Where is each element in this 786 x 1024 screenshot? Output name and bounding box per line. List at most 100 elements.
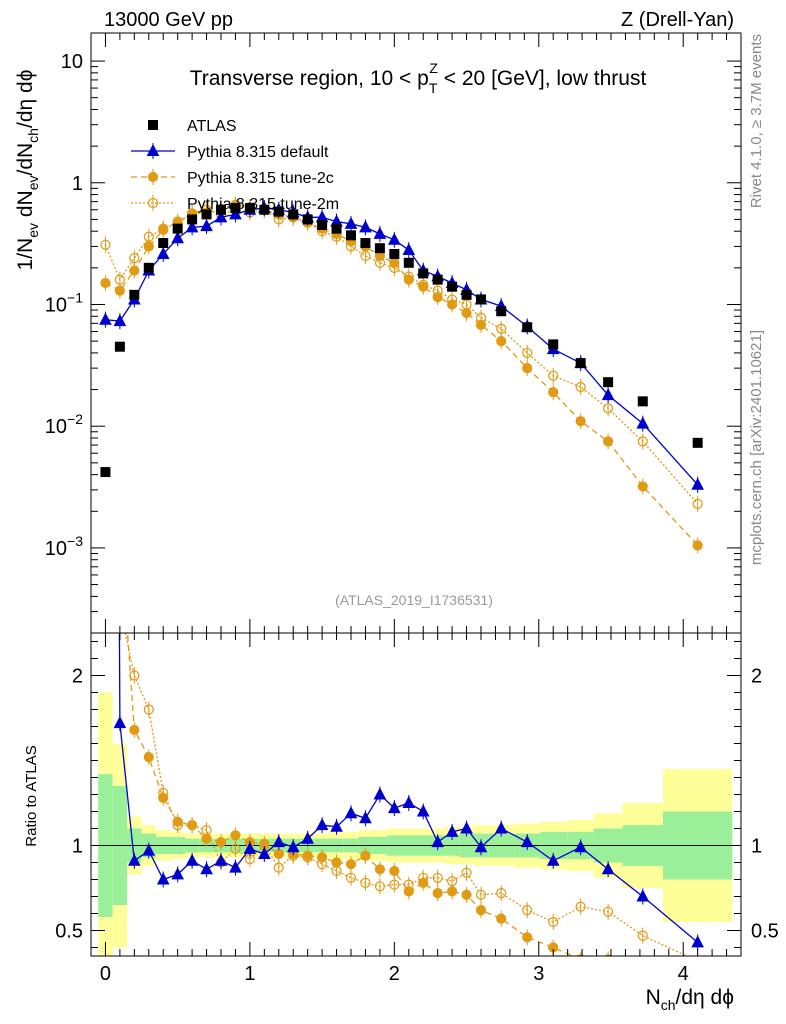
legend-entry-tune2c: Pythia 8.315 tune-2c bbox=[131, 169, 334, 187]
ratio-point-tune2c bbox=[461, 889, 472, 900]
main-point-atlas bbox=[114, 341, 125, 352]
main-series-tune2m bbox=[100, 201, 703, 512]
ratio-line-tune2m bbox=[124, 633, 689, 956]
legend-marker-default bbox=[146, 143, 160, 156]
main-point-default bbox=[99, 312, 112, 325]
main-line-tune2c bbox=[105, 204, 699, 546]
main-point-tune2m bbox=[496, 323, 507, 335]
main-point-tune2c bbox=[129, 265, 140, 276]
ratio-point-default bbox=[344, 806, 358, 819]
main-point-default bbox=[214, 210, 228, 223]
main-point-tune2m bbox=[575, 381, 586, 393]
ratio-point-tune2c bbox=[432, 887, 443, 899]
ratio-point-default bbox=[185, 853, 199, 866]
ratio-point-default bbox=[546, 853, 560, 866]
ratio-point-tune2c bbox=[172, 816, 183, 827]
main-point-atlas bbox=[331, 223, 342, 234]
ratio-point-tune2m bbox=[374, 881, 385, 892]
ratio-point-tune2c bbox=[389, 865, 400, 877]
main-point-tune2c bbox=[389, 257, 400, 268]
ratio-point-tune2c bbox=[403, 886, 414, 897]
ratio-point-default bbox=[402, 795, 416, 808]
ratio-point-default bbox=[171, 867, 184, 880]
mcplots-label: mcplots.cern.ch [arXiv:2401.10621] bbox=[748, 330, 765, 565]
ratio-line-default bbox=[118, 633, 699, 943]
main-point-atlas bbox=[461, 289, 472, 300]
ratio-point-tune2m bbox=[548, 916, 559, 928]
main-point-tune2c bbox=[637, 481, 648, 492]
ratio-panel: 0.5 0.5 1 1 2 2 0 1 2 3 4 bbox=[55, 603, 779, 985]
main-point-tune2c bbox=[403, 274, 414, 285]
main-point-atlas bbox=[187, 214, 198, 225]
x-tick-label: 4 bbox=[678, 963, 689, 985]
main-point-atlas bbox=[346, 230, 356, 241]
main-point-atlas bbox=[496, 306, 507, 317]
ratio-point-tune2m bbox=[693, 957, 702, 966]
main-point-default bbox=[388, 232, 401, 245]
ratio-point-tune2c bbox=[360, 850, 371, 861]
main-point-tune2c bbox=[548, 387, 559, 398]
main-point-tune2c bbox=[114, 285, 125, 296]
main-point-tune2m bbox=[692, 498, 703, 509]
main-point-default bbox=[344, 216, 358, 229]
main-point-atlas bbox=[143, 262, 154, 273]
main-point-atlas bbox=[548, 339, 559, 350]
ratio-point-default bbox=[388, 801, 401, 814]
legend-label-atlas: ATLAS bbox=[187, 118, 237, 135]
legend-label-tune2c: Pythia 8.315 tune-2c bbox=[187, 170, 334, 187]
ratio-point-default bbox=[272, 835, 286, 848]
main-point-atlas bbox=[447, 281, 458, 292]
ratio-point-tune2c bbox=[475, 904, 487, 916]
main-point-tune2c bbox=[692, 540, 703, 551]
ratio-point-tune2m bbox=[389, 879, 400, 890]
legend-entry-tune2m: Pythia 8.315 tune-2m bbox=[131, 195, 339, 213]
ratio-point-tune2c bbox=[302, 850, 313, 861]
main-point-atlas bbox=[158, 238, 169, 249]
ratio-point-tune2m bbox=[273, 862, 284, 873]
ratio-series-tune2c bbox=[126, 633, 612, 956]
ratio-point-default bbox=[460, 821, 473, 834]
ratio-point-tune2m bbox=[461, 867, 472, 878]
ratio-point-default bbox=[636, 889, 650, 902]
main-point-tune2m bbox=[522, 347, 533, 359]
ratio-point-tune2m bbox=[360, 877, 371, 889]
ratio-point-tune2c bbox=[129, 724, 140, 736]
main-y-axis-label: 1/Nev dNev/dNch/dη dϕ bbox=[14, 70, 41, 271]
ratio-point-default bbox=[200, 862, 213, 875]
ratio-point-tune2m bbox=[115, 603, 124, 612]
main-point-atlas bbox=[575, 358, 586, 369]
main-point-atlas bbox=[100, 467, 111, 478]
legend-entry-atlas: ATLAS bbox=[148, 118, 237, 135]
ratio-point-tune2c bbox=[158, 792, 169, 804]
main-point-default bbox=[229, 207, 242, 220]
main-line-default bbox=[105, 207, 699, 486]
ratio-point-default bbox=[445, 824, 459, 837]
ratio-point-tune2m bbox=[432, 872, 443, 883]
ratio-point-tune2c bbox=[187, 819, 198, 831]
analysis-watermark: (ATLAS_2019_I1736531) bbox=[335, 592, 493, 608]
ratio-point-tune2m bbox=[522, 904, 533, 916]
ratio-y-tick-label: 0.5 bbox=[55, 921, 83, 943]
ratio-point-tune2m bbox=[475, 889, 487, 900]
main-point-tune2c bbox=[603, 436, 614, 447]
ratio-point-tune2c bbox=[201, 833, 212, 844]
main-point-default bbox=[601, 388, 615, 401]
ratio-y-tick-label-right: 2 bbox=[751, 666, 762, 688]
main-point-atlas bbox=[374, 243, 385, 254]
main-point-default bbox=[402, 242, 416, 256]
ratio-y-tick-label: 2 bbox=[72, 666, 83, 688]
main-point-default bbox=[156, 246, 170, 259]
ratio-point-tune2c bbox=[215, 836, 227, 848]
main-point-default bbox=[373, 226, 387, 239]
x-tick-label: 0 bbox=[100, 963, 111, 985]
ratio-point-tune2m bbox=[496, 887, 507, 899]
title-prefix: Transverse region, 10 < p bbox=[190, 67, 429, 90]
ratio-point-tune2c bbox=[345, 859, 357, 870]
main-point-default bbox=[113, 314, 127, 327]
main-point-tune2c bbox=[522, 363, 533, 374]
main-point-atlas bbox=[637, 396, 648, 407]
legend-marker-tune2c bbox=[147, 171, 159, 183]
x-axis-label: Nch/dη dϕ bbox=[646, 986, 734, 1013]
ratio-point-default bbox=[520, 835, 534, 848]
ratio-point-default bbox=[474, 840, 488, 853]
